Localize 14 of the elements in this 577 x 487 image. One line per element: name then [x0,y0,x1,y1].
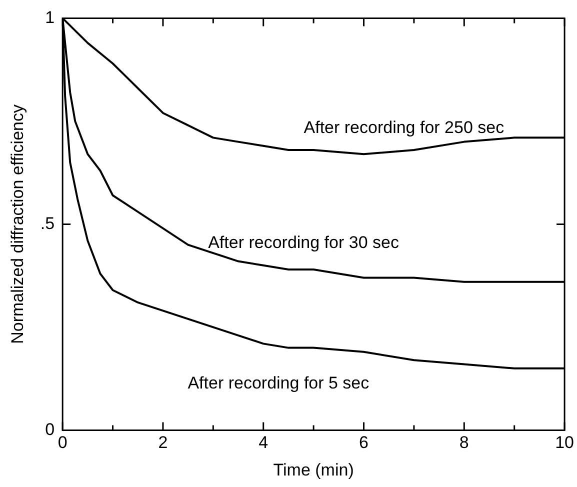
x-tick-label: 6 [359,433,368,452]
x-axis-title: Time (min) [273,460,354,480]
series-label: After recording for 5 sec [188,373,370,392]
y-tick-label: 1 [45,8,55,27]
x-tick-label: 4 [258,433,268,452]
y-tick-label: 0 [45,420,55,439]
series-label: After recording for 250 sec [304,118,505,137]
y-axis-title: Normalized diffraction efficiency [8,104,27,344]
series-label: After recording for 30 sec [208,233,400,252]
y-tick-label: .5 [40,214,55,233]
x-tick-label: 8 [459,433,469,452]
x-tick-label: 2 [158,433,168,452]
x-tick-label: 10 [555,433,574,452]
x-tick-label: 0 [58,433,68,452]
